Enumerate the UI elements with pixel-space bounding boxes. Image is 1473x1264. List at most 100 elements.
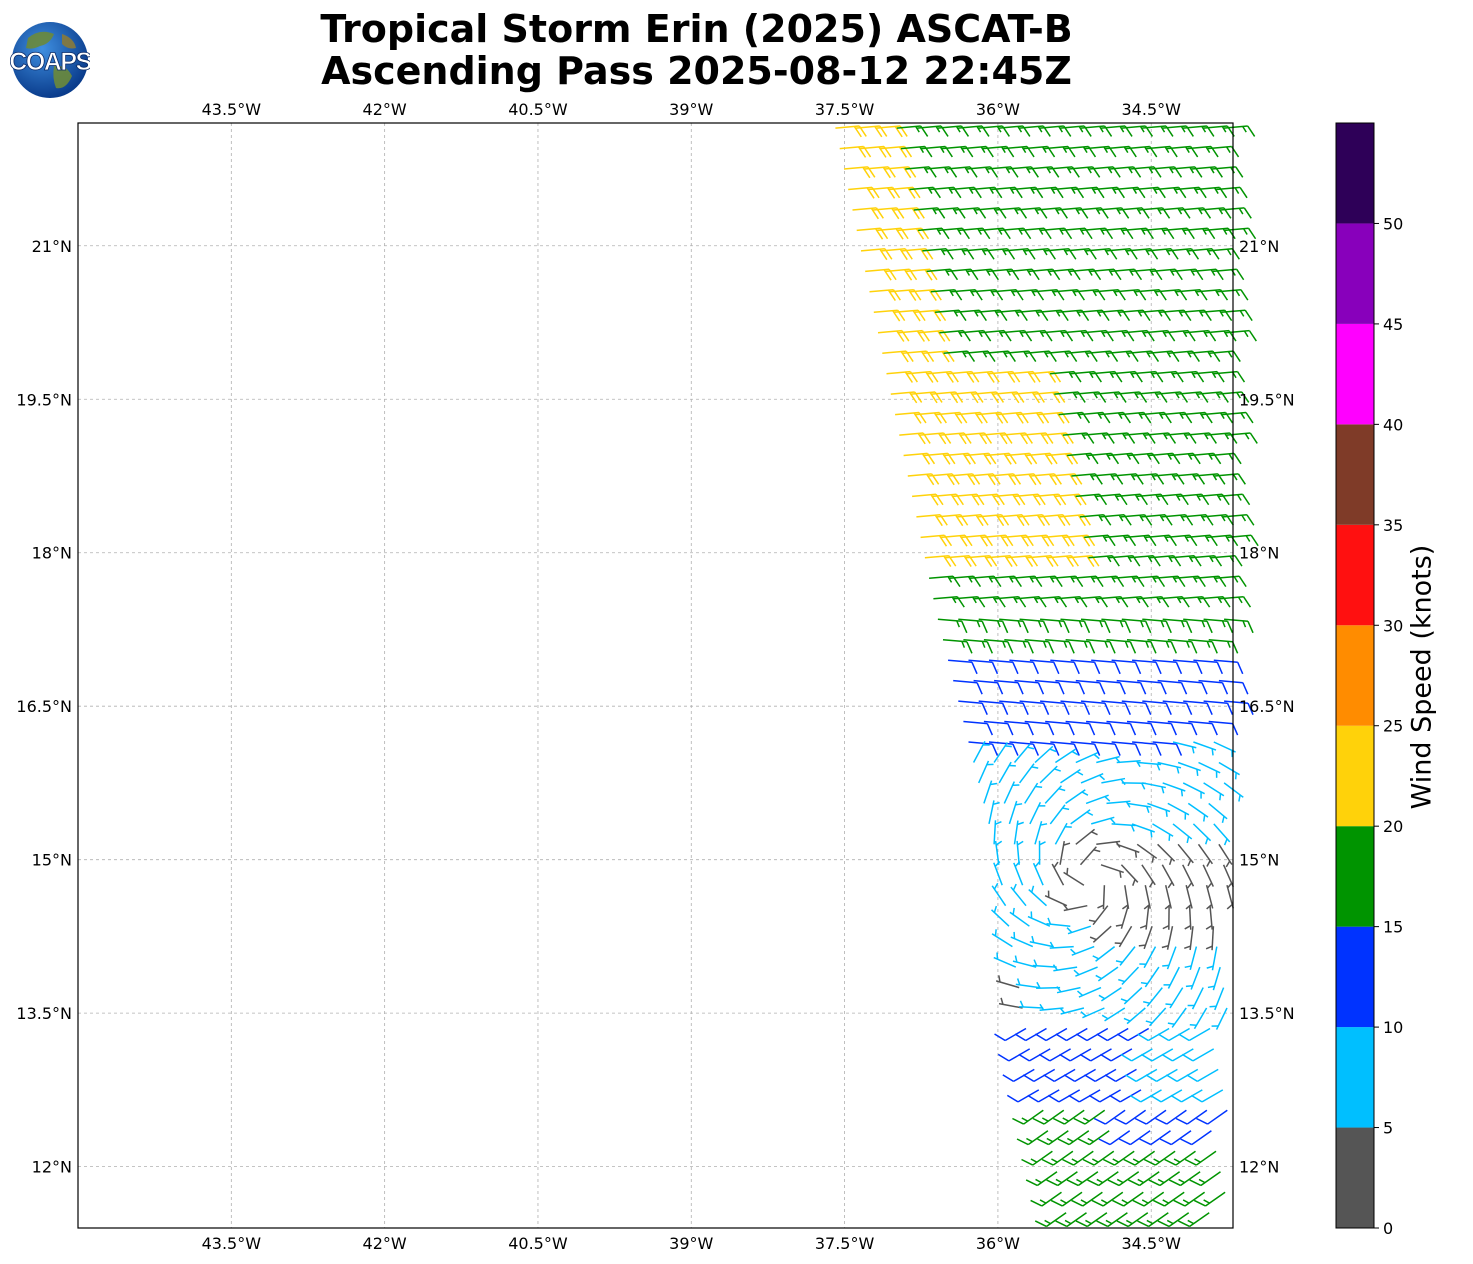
- coaps-logo: COAPS: [10, 22, 90, 98]
- wind-barb: [1096, 1027, 1129, 1042]
- barb-shaft: [1158, 595, 1183, 600]
- barb-shaft: [1168, 350, 1193, 354]
- barb-full-flag: [1152, 1199, 1165, 1207]
- barb-half-flag: [1137, 1178, 1144, 1184]
- barb-shaft: [1208, 248, 1233, 252]
- barb-full-flag: [1014, 1033, 1027, 1042]
- barb-shaft: [889, 288, 914, 293]
- wind-barb: [1178, 679, 1208, 695]
- barb-half-flag: [1080, 1011, 1087, 1017]
- wind-barb: [1038, 840, 1046, 865]
- barb-shaft: [1089, 1130, 1110, 1146]
- barb-full-flag: [1087, 1179, 1099, 1187]
- x-tick-label-top: 34.5°W: [1122, 100, 1182, 119]
- barb-half-flag: [1238, 794, 1241, 802]
- barb-half-flag: [1063, 842, 1071, 846]
- barb-half-flag: [1182, 1199, 1190, 1204]
- barb-half-flag: [1054, 207, 1060, 215]
- barb-shaft: [860, 145, 885, 150]
- wind-barb: [1019, 618, 1050, 634]
- barb-half-flag: [1092, 289, 1097, 297]
- barb-half-flag: [1133, 289, 1138, 297]
- barb-half-flag: [1206, 860, 1211, 867]
- barb-full-flag: [1012, 743, 1019, 756]
- barb-shaft: [903, 452, 928, 457]
- barb-shaft: [1101, 777, 1126, 784]
- barb-shaft: [973, 493, 998, 498]
- barb-half-flag: [1211, 371, 1217, 379]
- barb-full-flag: [1112, 1199, 1124, 1207]
- y-tick-label-left: 18°N: [32, 544, 72, 563]
- barb-shaft: [1135, 288, 1160, 293]
- wind-barb: [1034, 821, 1048, 845]
- barb-half-flag: [1074, 596, 1080, 604]
- barb-full-flag: [1052, 392, 1061, 404]
- wind-barb: [1180, 1130, 1212, 1146]
- wind-barb: [1034, 745, 1057, 764]
- barb-shaft: [1034, 821, 1043, 845]
- barb-full-flag: [1015, 412, 1024, 424]
- barb-shaft: [1022, 534, 1047, 539]
- barb-half-flag: [1034, 861, 1041, 868]
- barb-half-flag: [1194, 1158, 1201, 1163]
- barb-full-flag: [1104, 1074, 1117, 1083]
- wind-barb: [1198, 679, 1229, 695]
- wind-barb: [1143, 1150, 1176, 1166]
- barb-full-flag: [991, 494, 1000, 506]
- barb-shaft: [1189, 1212, 1210, 1228]
- barb-half-flag: [1138, 944, 1146, 947]
- barb-full-flag: [878, 146, 887, 158]
- barb-shaft: [1131, 823, 1155, 833]
- barb-shaft: [1136, 391, 1161, 395]
- barb-shaft: [1132, 473, 1157, 477]
- barb-full-flag: [1173, 1199, 1186, 1207]
- barb-half-flag: [927, 187, 933, 194]
- barb-half-flag: [1081, 433, 1086, 440]
- barb-shaft: [1006, 554, 1031, 559]
- barb-shaft: [1194, 575, 1219, 580]
- barb-shaft: [1116, 493, 1141, 498]
- wind-barb: [1050, 659, 1080, 675]
- barb-shaft: [1013, 391, 1038, 395]
- barb-half-flag: [1009, 187, 1015, 194]
- barb-shaft: [990, 575, 1015, 580]
- barb-half-flag: [1037, 620, 1042, 628]
- barb-half-flag: [1206, 903, 1213, 910]
- barb-half-flag: [1187, 1004, 1195, 1007]
- barb-shaft: [1079, 846, 1097, 866]
- barb-full-flag: [1246, 514, 1255, 526]
- barb-shaft: [1159, 207, 1184, 211]
- barb-full-flag: [987, 473, 996, 486]
- barb-full-flag: [933, 310, 942, 322]
- barb-full-flag: [1031, 392, 1040, 404]
- barb-full-flag: [1082, 535, 1091, 547]
- barb-shaft: [975, 207, 1000, 211]
- barb-shaft: [1092, 575, 1117, 580]
- barb-shaft: [1073, 186, 1098, 191]
- wind-barb: [1132, 659, 1162, 675]
- barb-half-flag: [1234, 772, 1237, 780]
- wind-barb: [1032, 1109, 1065, 1125]
- barb-half-flag: [1080, 330, 1086, 338]
- barb-half-flag: [996, 126, 1002, 133]
- barb-shaft: [1024, 638, 1049, 643]
- wind-barb: [973, 679, 1004, 695]
- barb-full-flag: [938, 535, 948, 547]
- barb-full-flag: [874, 126, 883, 138]
- barb-shaft: [992, 391, 1017, 395]
- wind-barb: [1139, 1130, 1171, 1146]
- barb-half-flag: [1226, 248, 1232, 256]
- barb-half-flag: [1145, 351, 1151, 358]
- barb-full-flag: [1140, 1053, 1153, 1062]
- wind-barb: [1016, 840, 1024, 865]
- y-tick-label-right: 18°N: [1239, 544, 1279, 563]
- barb-half-flag: [1173, 187, 1178, 194]
- barb-full-flag: [1180, 682, 1188, 695]
- colorbar-tick-label: 40: [1383, 415, 1403, 434]
- barb-half-flag: [1186, 836, 1190, 844]
- barb-shaft: [914, 309, 939, 314]
- barb-half-flag: [1013, 207, 1019, 215]
- barb-half-flag: [1237, 596, 1243, 604]
- barb-half-flag: [1153, 1158, 1160, 1163]
- barb-half-flag: [1093, 753, 1100, 760]
